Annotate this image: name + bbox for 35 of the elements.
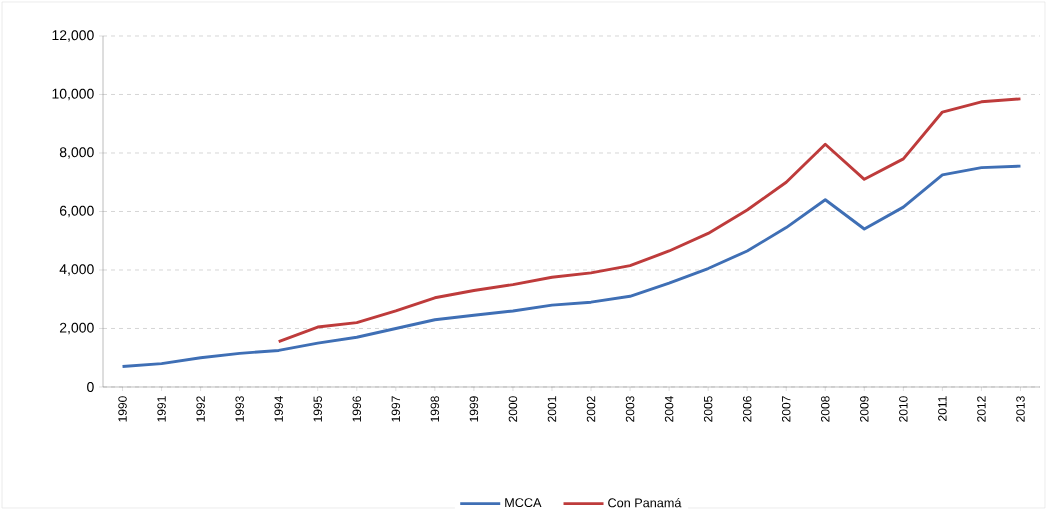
x-tick-label: 2001 xyxy=(547,396,557,422)
x-tick-label: 2002 xyxy=(586,396,596,422)
x-tick-label: 2006 xyxy=(742,396,752,422)
y-tick-label: 0 xyxy=(87,382,94,392)
x-tick-label: 1996 xyxy=(352,396,362,422)
x-tick-label: 1992 xyxy=(196,396,205,422)
x-tick-label: 1999 xyxy=(469,396,479,422)
y-tick-label: 2,000 xyxy=(59,322,94,335)
y-tick-label: 8,000 xyxy=(59,147,94,159)
x-tick-label: 2005 xyxy=(703,396,713,422)
x-tick-label: 1990 xyxy=(118,396,127,422)
x-tick-label: 1993 xyxy=(235,396,244,422)
x-tick-label: 2007 xyxy=(781,396,791,422)
x-tick-label: 2013 xyxy=(1016,396,1025,422)
x-tick-label: 2012 xyxy=(977,396,986,422)
legend-label: MCCA xyxy=(505,498,542,508)
x-tick-label: 2009 xyxy=(860,396,869,422)
y-tick-label: 6,000 xyxy=(59,205,94,218)
legend-label: Con Panamá xyxy=(608,497,682,508)
x-tick-label: 1997 xyxy=(391,396,401,422)
x-tick-label: 1991 xyxy=(157,396,166,422)
x-tick-label: 2010 xyxy=(899,396,908,422)
x-tick-label: 2003 xyxy=(625,396,635,422)
x-tick-label: 1998 xyxy=(430,396,440,422)
x-tick-label: 1995 xyxy=(313,396,322,422)
y-tick-label: 12,000 xyxy=(52,30,94,42)
line-series xyxy=(277,97,1022,344)
x-tick-label: 2011 xyxy=(938,396,947,421)
y-tick-label: 4,000 xyxy=(59,264,94,276)
x-tick-label: 1994 xyxy=(274,396,283,422)
x-tick-label: 2000 xyxy=(508,396,518,422)
line-series xyxy=(121,164,1022,368)
y-tick-label: 10,000 xyxy=(52,88,94,101)
x-tick-label: 2008 xyxy=(821,396,830,422)
x-tick-label: 2004 xyxy=(664,396,674,422)
